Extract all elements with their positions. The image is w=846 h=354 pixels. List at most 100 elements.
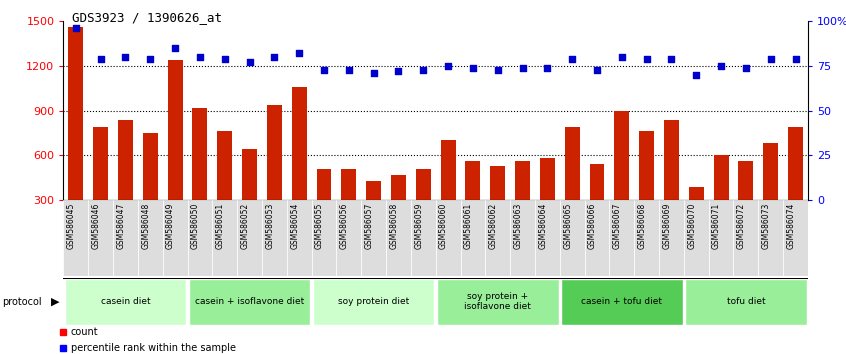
Text: GSM586071: GSM586071 [712, 202, 721, 249]
Text: GSM586074: GSM586074 [787, 202, 795, 249]
Text: GSM586073: GSM586073 [761, 202, 771, 249]
Text: GSM586072: GSM586072 [737, 202, 746, 249]
Text: GSM586048: GSM586048 [141, 202, 151, 249]
Point [392, 68, 405, 74]
Bar [614, 110, 629, 200]
Bar [69, 27, 83, 200]
Bar [193, 108, 207, 200]
FancyBboxPatch shape [189, 279, 310, 325]
Bar [217, 131, 232, 200]
Bar [640, 131, 654, 200]
Bar [93, 127, 108, 200]
Text: GSM586064: GSM586064 [538, 202, 547, 249]
Text: GSM586065: GSM586065 [563, 202, 572, 249]
FancyBboxPatch shape [709, 200, 733, 276]
Text: soy protein diet: soy protein diet [338, 297, 409, 306]
FancyBboxPatch shape [411, 200, 436, 276]
FancyBboxPatch shape [138, 200, 162, 276]
Text: casein + isoflavone diet: casein + isoflavone diet [195, 297, 305, 306]
FancyBboxPatch shape [535, 200, 560, 276]
Point [541, 65, 554, 70]
Point [491, 67, 504, 72]
Bar [118, 120, 133, 200]
FancyBboxPatch shape [685, 279, 807, 325]
Bar [739, 161, 753, 200]
Point [342, 67, 355, 72]
Text: GSM586053: GSM586053 [266, 202, 274, 249]
Text: GSM586047: GSM586047 [117, 202, 125, 249]
Bar [714, 155, 728, 200]
Text: GSM586063: GSM586063 [514, 202, 523, 249]
Point [144, 56, 157, 62]
Bar [763, 143, 778, 200]
FancyBboxPatch shape [361, 200, 386, 276]
Point [689, 72, 703, 78]
Text: GDS3923 / 1390626_at: GDS3923 / 1390626_at [72, 11, 222, 24]
FancyBboxPatch shape [585, 200, 609, 276]
FancyBboxPatch shape [560, 200, 585, 276]
Bar [366, 181, 381, 200]
FancyBboxPatch shape [436, 200, 460, 276]
Text: GSM586070: GSM586070 [687, 202, 696, 249]
FancyBboxPatch shape [113, 200, 138, 276]
FancyBboxPatch shape [609, 200, 634, 276]
Text: tofu diet: tofu diet [727, 297, 765, 306]
FancyBboxPatch shape [758, 200, 783, 276]
Bar [143, 133, 157, 200]
FancyBboxPatch shape [311, 200, 337, 276]
Point [591, 67, 604, 72]
Text: GSM586056: GSM586056 [340, 202, 349, 249]
Point [714, 63, 728, 69]
Point [640, 56, 653, 62]
Text: GSM586059: GSM586059 [415, 202, 423, 249]
Bar [540, 158, 555, 200]
FancyBboxPatch shape [262, 200, 287, 276]
FancyBboxPatch shape [188, 200, 212, 276]
Bar [664, 120, 678, 200]
Point [267, 54, 281, 60]
Text: GSM586068: GSM586068 [638, 202, 646, 249]
Bar [292, 87, 306, 200]
FancyBboxPatch shape [486, 200, 510, 276]
Point [615, 54, 629, 60]
FancyBboxPatch shape [386, 200, 411, 276]
Text: GSM586045: GSM586045 [67, 202, 76, 249]
FancyBboxPatch shape [337, 200, 361, 276]
Text: casein + tofu diet: casein + tofu diet [581, 297, 662, 306]
Text: casein diet: casein diet [101, 297, 151, 306]
Bar [565, 127, 580, 200]
Text: GSM586066: GSM586066 [588, 202, 597, 249]
FancyBboxPatch shape [313, 279, 435, 325]
Bar [391, 175, 406, 200]
Point [168, 45, 182, 51]
Bar [465, 161, 481, 200]
Text: percentile rank within the sample: percentile rank within the sample [71, 343, 236, 353]
FancyBboxPatch shape [162, 200, 188, 276]
Bar [515, 161, 530, 200]
FancyBboxPatch shape [88, 200, 113, 276]
Text: GSM586057: GSM586057 [365, 202, 374, 249]
Text: soy protein +
isoflavone diet: soy protein + isoflavone diet [464, 292, 531, 312]
Text: protocol: protocol [2, 297, 41, 307]
Bar [416, 169, 431, 200]
Point [193, 54, 206, 60]
Point [764, 56, 777, 62]
Text: GSM586052: GSM586052 [240, 202, 250, 249]
Point [317, 67, 331, 72]
Bar [267, 105, 282, 200]
Point [118, 54, 132, 60]
Text: ▶: ▶ [51, 297, 59, 307]
Point [788, 56, 802, 62]
Bar [242, 149, 257, 200]
Point [69, 25, 83, 31]
FancyBboxPatch shape [561, 279, 683, 325]
Bar [590, 164, 604, 200]
Text: count: count [71, 327, 98, 337]
Text: GSM586050: GSM586050 [191, 202, 200, 249]
FancyBboxPatch shape [63, 200, 88, 276]
Bar [491, 166, 505, 200]
FancyBboxPatch shape [510, 200, 535, 276]
Bar [342, 169, 356, 200]
FancyBboxPatch shape [783, 200, 808, 276]
FancyBboxPatch shape [659, 200, 684, 276]
